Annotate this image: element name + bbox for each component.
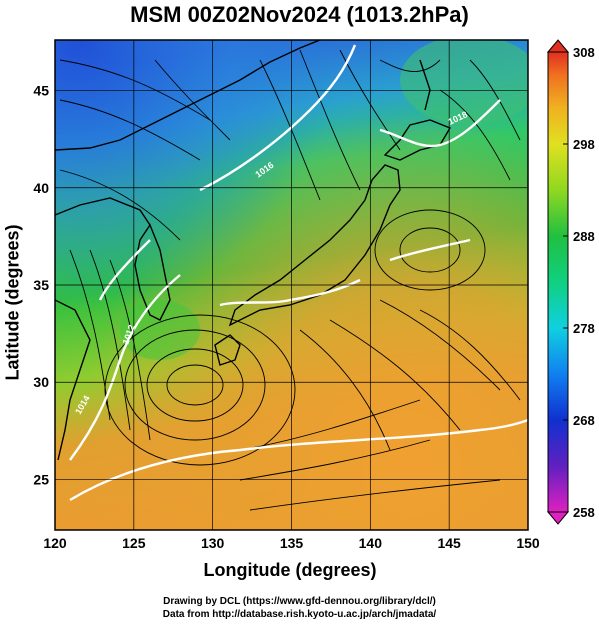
x-tick-label: 135 [280,535,304,551]
colorbar: 258 268 278 288 298 308 [546,39,595,525]
x-tick-label: 125 [122,535,146,551]
isobar-contours [69,44,528,502]
y-tick-label: 45 [33,83,49,99]
y-axis-label: Latitude (degrees) [2,224,23,381]
x-axis-ticks: 120 125 130 135 140 145 150 [43,535,540,551]
x-axis-label: Longitude (degrees) [203,560,377,580]
colorbar-tick-label: 258 [573,505,595,520]
y-tick-label: 40 [33,180,49,196]
plot-frame [54,39,529,531]
data-source-credit: Data from http://database.rish.kyoto-u.a… [162,609,437,620]
drawing-credit: Drawing by DCL (https://www.gfd-dennou.o… [163,596,436,607]
colorbar-tick-label: 278 [573,321,595,336]
x-tick-label: 145 [437,535,461,551]
colorbar-tick-label: 268 [573,413,595,428]
x-tick-label: 140 [359,535,383,551]
y-tick-label: 30 [33,374,49,390]
plot-grid [55,40,528,530]
colorbar-body [547,51,569,513]
coastlines [55,40,452,461]
colorbar-tick-label: 298 [573,137,595,152]
colorbar-bottom-triangle [546,511,570,525]
x-tick-label: 130 [201,535,225,551]
y-axis-ticks: 25 30 35 40 45 [33,83,49,488]
y-tick-label: 35 [33,277,49,293]
x-tick-label: 150 [516,535,540,551]
y-tick-label: 25 [33,471,49,487]
temperature-field [55,40,528,530]
colorbar-tick-label: 308 [573,45,595,60]
colorbar-ticks: 258 268 278 288 298 308 [563,45,595,520]
colorbar-top-triangle [546,39,570,53]
map-title: MSM 00Z02Nov2024 (1013.2hPa) [130,2,469,27]
colorbar-tick-label: 288 [573,229,595,244]
x-tick-label: 120 [43,535,67,551]
